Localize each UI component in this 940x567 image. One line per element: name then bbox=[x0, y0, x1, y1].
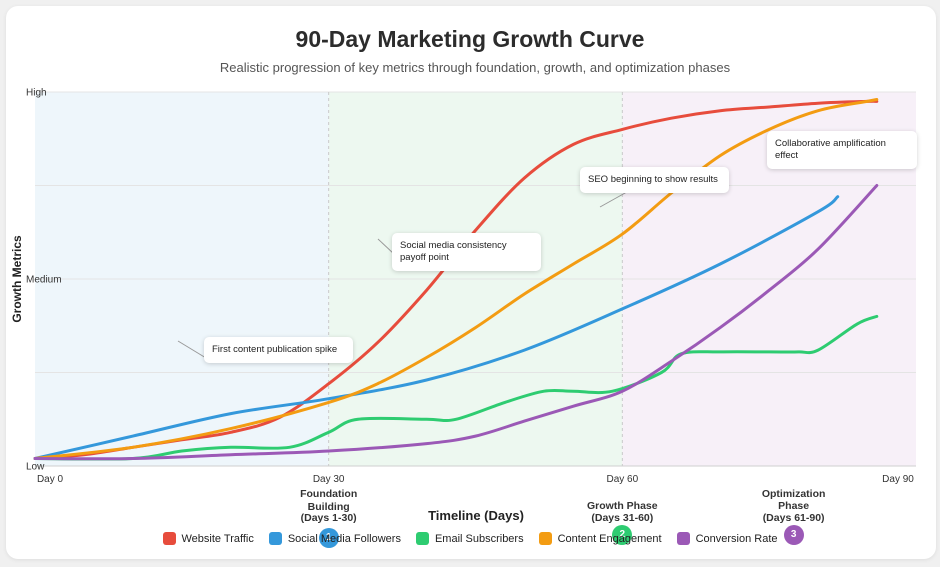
legend-swatch bbox=[676, 532, 690, 545]
x-tick-label: Day 90 bbox=[882, 474, 914, 485]
annotation-text: SEO beginning to show results bbox=[588, 174, 718, 185]
phase-badge: 1 bbox=[318, 528, 339, 548]
annotation-leader bbox=[377, 238, 395, 255]
phase-label: Optimization Phase (Days 61-90) bbox=[762, 488, 826, 524]
phase-label-line: Growth Phase bbox=[587, 500, 658, 512]
annotation-leader bbox=[177, 340, 207, 359]
annotation-text: Social media consistency payoff point bbox=[400, 240, 507, 263]
annotation-text: First content publication spike bbox=[212, 344, 338, 355]
legend-label: Conversion Rate bbox=[695, 532, 778, 545]
annotation-box: First content publication spike bbox=[204, 337, 353, 363]
legend-item[interactable]: Website Traffic bbox=[162, 532, 254, 545]
series-line-content-engagement bbox=[33, 98, 879, 460]
x-axis-label: Timeline (Days) bbox=[428, 508, 524, 523]
chart-subtitle: Realistic progression of key metrics thr… bbox=[219, 60, 731, 75]
chart-title: 90-Day Marketing Growth Curve bbox=[295, 26, 645, 52]
phase-label: Growth Phase (Days 31-60) bbox=[587, 500, 658, 524]
series-line-social-media-followers bbox=[33, 195, 840, 460]
annotation-text: Collaborative amplification effect bbox=[775, 138, 886, 161]
legend-item[interactable]: Content Engagement bbox=[538, 532, 662, 545]
y-tick-label: Medium bbox=[26, 275, 62, 286]
legend-swatch bbox=[415, 532, 429, 545]
legend-label: Content Engagement bbox=[557, 532, 662, 545]
phase-label: Foundation Building (Days 1-30) bbox=[300, 488, 357, 524]
annotation-box: Collaborative amplification effect bbox=[767, 131, 917, 169]
phase-label-line: Optimization bbox=[762, 488, 826, 500]
y-axis-label: Growth Metrics bbox=[10, 235, 24, 323]
phase-label-line: (Days 1-30) bbox=[301, 512, 357, 524]
phase-label-line: Phase bbox=[778, 500, 809, 512]
x-tick-label: Day 60 bbox=[606, 474, 638, 485]
legend-label: Email Subscribers bbox=[434, 532, 524, 545]
y-tick-label: High bbox=[26, 88, 47, 99]
x-tick-label: Day 30 bbox=[313, 474, 345, 485]
annotation-box: SEO beginning to show results bbox=[580, 167, 729, 193]
legend-item[interactable]: Conversion Rate bbox=[676, 532, 778, 545]
legend-label: Website Traffic bbox=[181, 532, 254, 545]
legend-swatch bbox=[162, 532, 176, 545]
series-line-conversion-rate bbox=[33, 184, 879, 461]
phase-label-line: Building bbox=[308, 501, 350, 513]
y-tick-label: Low bbox=[26, 462, 45, 473]
annotation-box: Social media consistency payoff point bbox=[392, 233, 541, 271]
phase-label-line: Foundation bbox=[300, 488, 357, 500]
legend-item[interactable]: Social Media Followers bbox=[268, 532, 401, 545]
legend-item[interactable]: Email Subscribers bbox=[415, 532, 524, 545]
legend-swatch bbox=[268, 532, 282, 545]
legend-label: Social Media Followers bbox=[287, 532, 401, 545]
phase-label-line: (Days 61-90) bbox=[763, 512, 825, 524]
phase-badge: 2 bbox=[612, 525, 633, 545]
series-line-email-subscribers bbox=[33, 314, 879, 461]
x-tick-label: Day 0 bbox=[37, 474, 64, 485]
phase-label-line: (Days 31-60) bbox=[591, 512, 653, 524]
phase-badge: 3 bbox=[783, 525, 804, 545]
legend: Website Traffic Social Media Followers E… bbox=[0, 532, 940, 545]
legend-swatch bbox=[538, 532, 552, 545]
